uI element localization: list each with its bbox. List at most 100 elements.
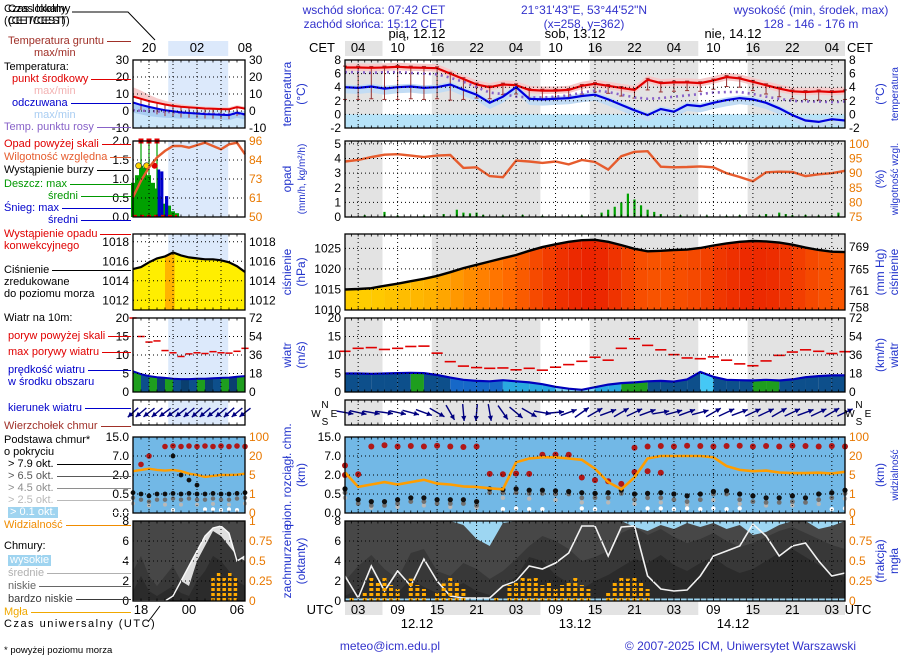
axis-title-left: pion. rozciągł. chm. — [280, 423, 294, 526]
tick-right: 72 — [849, 311, 863, 325]
axis-title-right: (°C) — [873, 83, 887, 104]
tick-left: 10 — [328, 348, 342, 362]
tick-right: 100 — [249, 430, 269, 444]
tick-left: 7.0 — [324, 449, 341, 463]
tick-left: 1016 — [102, 254, 129, 268]
legend-label: * powyżej poziomu morza — [4, 645, 113, 656]
panel-kierunek-wiatru — [336, 403, 853, 422]
legend-item: do poziomu morza — [4, 289, 131, 300]
legend-label: Opad powyżej skali — [4, 138, 99, 150]
cet-tick: 04 — [351, 40, 365, 55]
tick-right: 100 — [849, 137, 869, 151]
legend-connector — [101, 144, 131, 145]
tick-left: 15 — [328, 330, 342, 344]
cet-tick: 16 — [746, 40, 760, 55]
mini-cet-tick: 20 — [142, 40, 156, 55]
legend-connector — [110, 157, 131, 158]
mini-panel-temperatura — [132, 87, 246, 128]
tick-right: 4 — [849, 80, 856, 94]
tick-right: 0 — [249, 104, 256, 118]
utc-tick: 09 — [706, 602, 720, 617]
tick-left: 4 — [122, 554, 129, 568]
coordinates: 21°31'43"E, 53°44'52"N — [520, 3, 648, 17]
tick-right: 1 — [249, 514, 256, 528]
utc-label: UTC — [307, 602, 334, 617]
tick-right: 54 — [249, 330, 263, 344]
legend-item: niskie — [8, 581, 131, 592]
legend-label: Ciśnienie — [4, 264, 50, 276]
tick-left: 6 — [122, 534, 129, 548]
sunrise-label: wschód słońca: 07:42 CET — [302, 3, 446, 17]
legend-label: max/min — [34, 109, 76, 121]
panel-cisnienie — [344, 238, 846, 310]
axis-title-right: temperatura — [890, 67, 901, 121]
tick-right: 73 — [249, 172, 263, 186]
legend-label: Wilgotność względna — [4, 151, 108, 163]
tick-left: 0 — [122, 385, 129, 399]
legend-label: do poziomu morza — [4, 288, 95, 300]
tick-right: 10 — [249, 87, 263, 101]
tick-right: 1016 — [249, 254, 276, 268]
tick-left: 1.0 — [112, 172, 129, 186]
tick-right: 72 — [249, 311, 263, 325]
legend-connector — [96, 170, 131, 171]
tick-left: 20 — [116, 311, 130, 325]
legend-label: o pokryciu — [4, 446, 55, 458]
tick-right: 18 — [249, 367, 263, 381]
legend-label: w środku obszaru — [8, 376, 95, 388]
legend-label: > 4.5 okt. — [8, 482, 54, 494]
tick-right: 0.25 — [849, 574, 873, 588]
tick-right: 0 — [849, 594, 856, 608]
utc-tick: 09 — [390, 602, 404, 617]
tick-left: 0 — [334, 385, 341, 399]
legend-item: Śnieg: max — [4, 203, 131, 214]
legend-connector — [80, 196, 131, 197]
legend-label: Wystąpienie opadu — [4, 228, 98, 240]
tick-right: 0 — [849, 107, 856, 121]
legend-item: Wilgotność względna — [4, 152, 131, 163]
tick-right: 0.75 — [849, 534, 873, 548]
tick-right: 769 — [849, 240, 869, 254]
sunset-label: zachód słońca: 15:12 CET — [303, 17, 445, 31]
legend-label: średni — [48, 190, 78, 202]
tick-left: 0.0 — [112, 506, 129, 520]
tick-left: 20 — [328, 311, 342, 325]
legend-label: Deszcz: max — [4, 178, 67, 190]
legend-item: Chmury: — [4, 541, 131, 552]
tick-right: 8 — [849, 53, 856, 67]
legend-label: Wiatr na 10m: — [4, 312, 73, 324]
axis-title-right: (km) — [873, 463, 887, 487]
contact-email[interactable]: meteo@icm.edu.pl — [339, 639, 441, 653]
tick-left: 0 — [334, 107, 341, 121]
tick-right: 90 — [849, 166, 863, 180]
compass-e: E — [331, 409, 338, 420]
cet-tick: 16 — [588, 40, 602, 55]
legend-label: Wierzchołek chmur — [4, 420, 98, 432]
tick-left: 0 — [122, 104, 129, 118]
local-time-line2: (CET/CEST) — [8, 15, 70, 27]
legend-label: prędkość wiatru — [8, 364, 86, 376]
tick-right: 1 — [849, 514, 856, 528]
tick-left: 1015 — [314, 282, 341, 296]
tick-right: 0 — [249, 594, 256, 608]
local-time-line1: Czas lokalny — [8, 3, 71, 15]
tick-right: 761 — [849, 284, 869, 298]
legend-item: Temperatura: — [4, 62, 131, 73]
day-label: pią, 12.12 — [388, 26, 445, 41]
tick-right: 0.5 — [249, 554, 266, 568]
tick-right: 0 — [849, 385, 856, 399]
tick-left: 2.0 — [112, 468, 129, 482]
altitude-value: 128 - 146 - 176 m — [763, 17, 859, 31]
axis-title-right: widzialność — [890, 449, 901, 501]
legend-item: średni — [48, 191, 131, 202]
legend-item: (CET/CEST) — [4, 16, 131, 27]
cet-tick: 04 — [509, 40, 523, 55]
tick-left: 4 — [334, 554, 341, 568]
tick-right: 75 — [849, 210, 863, 224]
legend-label: Czas lokalny — [4, 3, 67, 15]
tick-left: 4 — [334, 152, 341, 166]
legend-label: zredukowane — [4, 276, 70, 288]
legend-connector — [75, 599, 131, 600]
tick-left: 0 — [334, 210, 341, 224]
